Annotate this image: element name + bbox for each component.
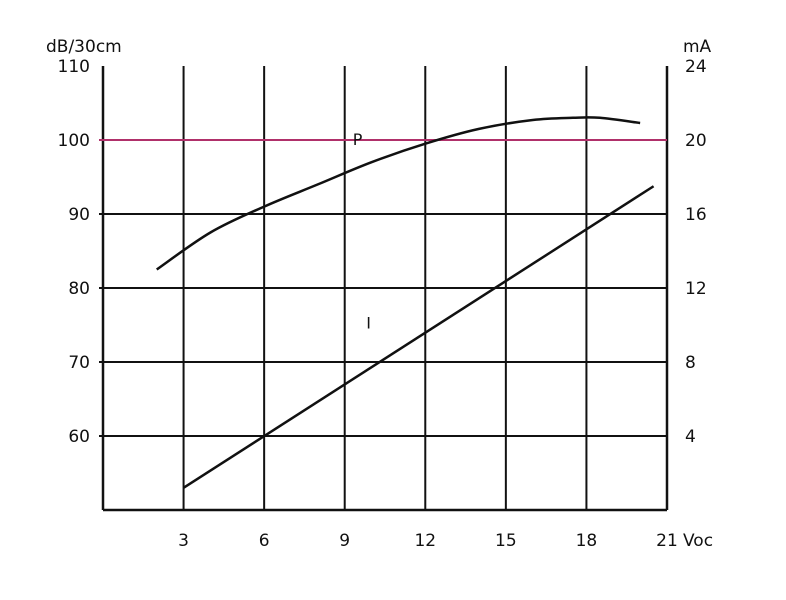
y-left-unit-label: dB/30cm [46,37,122,57]
y-right-tick-label: 4 [685,427,696,447]
x-tick-label: 15 [495,531,517,551]
y-right-tick-label: 8 [685,353,696,373]
y-right-tick-label: 16 [685,205,707,225]
x-tick-label: 9 [339,531,350,551]
series-label-p: P [353,130,363,149]
y-left-tick-label: 110 [58,57,90,77]
series-line-p [156,116,641,271]
series-group [156,116,655,489]
x-tick-label: 3 [178,531,189,551]
y-left-tick-label: 60 [68,427,90,447]
series-label-i: I [366,314,371,333]
y-left-tick-label: 70 [68,353,90,373]
y-right-unit-label: mA [683,37,712,57]
y-right-tick-label: 12 [685,279,707,299]
series-line-i [182,185,655,489]
x-tick-label: 12 [414,531,436,551]
y-left-tick-label: 90 [68,205,90,225]
x-tick-label: 21 [656,531,678,551]
x-tick-label: 18 [576,531,598,551]
x-unit-label: Voc [683,531,713,551]
grid [99,66,669,512]
x-tick-label: 6 [259,531,270,551]
y-left-tick-label: 100 [58,131,90,151]
y-right-tick-label: 20 [685,131,707,151]
labels-group: P I 60 70 80 90 100 110 4 8 12 16 20 24 3 6 9 12 15 18 21 dB/… [46,37,713,551]
y-left-tick-label: 80 [68,279,90,299]
y-right-tick-label: 24 [685,57,707,77]
